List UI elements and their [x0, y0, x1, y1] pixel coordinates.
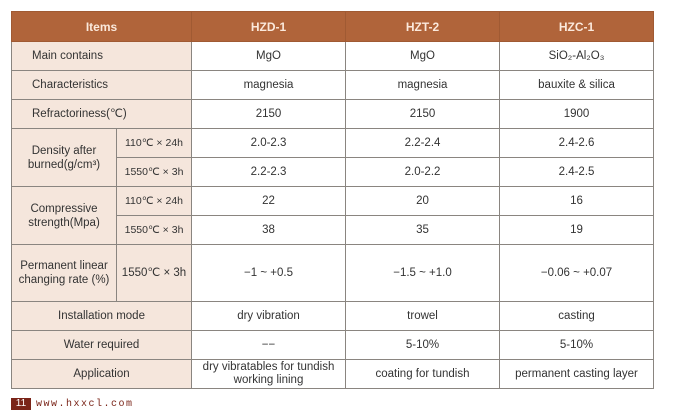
- label-line: changing rate (%): [18, 274, 110, 286]
- cell: 2.0-2.2: [345, 157, 501, 187]
- cell: 16: [499, 186, 655, 216]
- table-row: Refractoriness(℃) 2150 2150 1900: [10, 99, 655, 129]
- cell: 2.0-2.3: [191, 128, 347, 158]
- cell: 20: [345, 186, 501, 216]
- cell: magnesia: [345, 70, 501, 100]
- row-label: Permanent linear changing rate (%): [11, 244, 117, 302]
- table-row: Water required −− 5-10% 5-10%: [10, 330, 655, 360]
- label-line: burned(g/cm³): [27, 158, 101, 171]
- product-spec-table: Items HZD-1 HZT-2 HZC-1 Main contains Mg…: [10, 11, 655, 389]
- condition-cell: 1550℃ × 3h: [115, 215, 193, 245]
- cell: −−: [191, 330, 347, 360]
- cell: 2.2-2.4: [345, 128, 501, 158]
- header-hzd-1: HZD-1: [191, 11, 347, 42]
- row-label: Refractoriness(℃): [10, 99, 193, 129]
- cell: 2.2-2.3: [191, 157, 347, 187]
- table-row: Compressive strength(Mpa) 110℃ × 24h 22 …: [11, 186, 655, 245]
- header-items: Items: [10, 11, 193, 42]
- cell: coating for tundish: [345, 359, 501, 389]
- table-row: Installation mode dry vibration trowel c…: [10, 301, 655, 331]
- cell: −1.5 ~ +1.0: [345, 244, 501, 302]
- cell: SiO₂-Al₂O₃: [499, 41, 655, 71]
- row-label: Density after burned(g/cm³): [11, 128, 117, 187]
- cell: 5-10%: [345, 330, 501, 360]
- cell: 2.4-2.5: [499, 157, 655, 187]
- label-line: Compressive: [30, 202, 98, 215]
- cell: −1 ~ +0.5: [191, 244, 347, 302]
- cell: magnesia: [191, 70, 347, 100]
- header-hzt-2: HZT-2: [345, 11, 501, 42]
- cell: bauxite & silica: [499, 70, 655, 100]
- condition-cell: 1550℃ × 3h: [115, 157, 193, 187]
- table-row: Density after burned(g/cm³) 110℃ × 24h 2…: [11, 128, 655, 187]
- cell: casting: [499, 301, 655, 331]
- header-row: Items HZD-1 HZT-2 HZC-1: [10, 11, 655, 42]
- page-footer: 11 www.hxxcl.com: [11, 398, 134, 410]
- row-label: Main contains: [10, 41, 193, 71]
- label-line: Permanent linear: [20, 260, 108, 272]
- header-hzc-1: HZC-1: [499, 11, 655, 42]
- cell: MgO: [345, 41, 501, 71]
- cell: MgO: [191, 41, 347, 71]
- cell: 38: [191, 215, 347, 245]
- table-row: 1550℃ × 3h 38 35 19: [12, 215, 655, 245]
- cell: 5-10%: [499, 330, 655, 360]
- label-line: strength(Mpa): [28, 216, 100, 229]
- table-row: 1550℃ × 3h 2.2-2.3 2.0-2.2 2.4-2.5: [12, 157, 655, 187]
- cell: 22: [191, 186, 347, 216]
- cell: −0.06 ~ +0.07: [499, 244, 655, 302]
- cell: 2.4-2.6: [499, 128, 655, 158]
- row-label: Installation mode: [10, 301, 193, 331]
- cell: dry vibratables for tundish working lini…: [191, 359, 347, 389]
- row-label: Characteristics: [10, 70, 193, 100]
- cell: dry vibration: [191, 301, 347, 331]
- table-row: Permanent linear changing rate (%) 1550℃…: [11, 244, 655, 302]
- cell: 2150: [191, 99, 347, 129]
- table-row: Main contains MgO MgO SiO₂-Al₂O₃: [10, 41, 655, 71]
- cell: 19: [499, 215, 655, 245]
- website-url: www.hxxcl.com: [36, 398, 134, 410]
- cell: permanent casting layer: [499, 359, 655, 389]
- condition-cell: 110℃ × 24h: [115, 186, 193, 216]
- table-row: Characteristics magnesia magnesia bauxit…: [10, 70, 655, 100]
- row-label: Water required: [10, 330, 193, 360]
- condition-cell: 1550℃ × 3h: [115, 244, 193, 302]
- cell: trowel: [345, 301, 501, 331]
- table-row: Application dry vibratables for tundish …: [10, 359, 655, 389]
- page-number-badge: 11: [11, 398, 31, 410]
- row-label: Application: [10, 359, 193, 389]
- cell: 1900: [499, 99, 655, 129]
- label-line: Density after: [31, 144, 97, 157]
- cell: 35: [345, 215, 501, 245]
- row-label: Compressive strength(Mpa): [11, 186, 117, 245]
- cell: 2150: [345, 99, 501, 129]
- condition-cell: 110℃ × 24h: [115, 128, 193, 158]
